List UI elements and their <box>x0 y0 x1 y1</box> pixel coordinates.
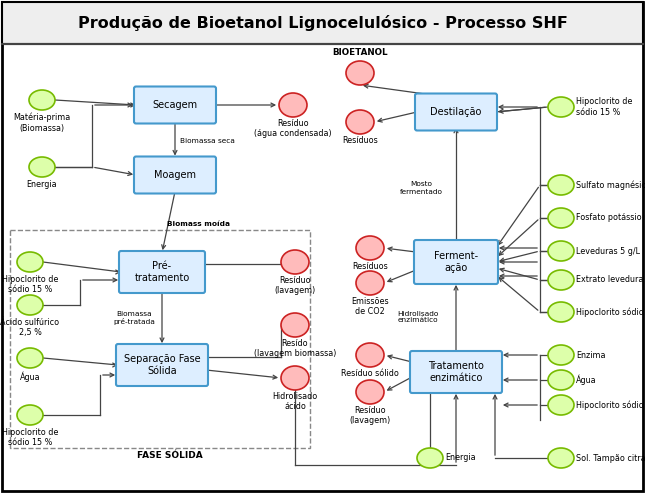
Ellipse shape <box>548 270 574 290</box>
Ellipse shape <box>548 97 574 117</box>
Text: Água: Água <box>576 375 597 385</box>
Text: BIOETANOL: BIOETANOL <box>332 48 388 57</box>
Text: Hipoclorito de
sódio 15 %: Hipoclorito de sódio 15 % <box>2 428 58 448</box>
Text: Resíduo
(lavagem): Resíduo (lavagem) <box>350 406 391 425</box>
FancyBboxPatch shape <box>116 344 208 386</box>
Ellipse shape <box>548 370 574 390</box>
Text: Energia: Energia <box>26 180 57 189</box>
FancyBboxPatch shape <box>410 351 502 393</box>
Text: Ferment-
ação: Ferment- ação <box>434 251 478 273</box>
Text: Produção de Bioetanol Lignocelulósico - Processo SHF: Produção de Bioetanol Lignocelulósico - … <box>77 15 568 31</box>
Text: Moagem: Moagem <box>154 170 196 180</box>
Text: Secagem: Secagem <box>152 100 197 110</box>
Text: Biomass moída: Biomass moída <box>167 221 230 227</box>
Text: Emissões
de CO2: Emissões de CO2 <box>351 297 389 317</box>
FancyBboxPatch shape <box>414 240 498 284</box>
Text: Matéria-prima
(Biomassa): Matéria-prima (Biomassa) <box>14 113 70 133</box>
Ellipse shape <box>548 302 574 322</box>
Ellipse shape <box>29 157 55 177</box>
Ellipse shape <box>346 110 374 134</box>
Text: Hipoclorito de
sódio 15 %: Hipoclorito de sódio 15 % <box>576 97 632 117</box>
Ellipse shape <box>17 295 43 315</box>
Ellipse shape <box>548 345 574 365</box>
Text: Resído
(lavagem biomassa): Resído (lavagem biomassa) <box>254 339 336 358</box>
Text: Fosfato potássio monobas. 2 g/L: Fosfato potássio monobas. 2 g/L <box>576 213 645 222</box>
Text: Enzima: Enzima <box>576 351 606 359</box>
Text: Sol. Tampão citrato sódio: Sol. Tampão citrato sódio <box>576 453 645 463</box>
Text: Biomassa seca: Biomassa seca <box>180 138 235 144</box>
FancyBboxPatch shape <box>134 86 216 124</box>
Ellipse shape <box>356 271 384 295</box>
Text: Mosto
fermentado: Mosto fermentado <box>399 181 442 195</box>
Ellipse shape <box>548 395 574 415</box>
Text: Sulfato magnésio 1 g/L: Sulfato magnésio 1 g/L <box>576 180 645 190</box>
Ellipse shape <box>281 366 309 390</box>
Text: Resíduo
(água condensada): Resíduo (água condensada) <box>254 119 332 139</box>
Ellipse shape <box>548 448 574 468</box>
FancyBboxPatch shape <box>415 94 497 131</box>
Ellipse shape <box>281 313 309 337</box>
Text: Água: Água <box>20 371 40 382</box>
Ellipse shape <box>356 343 384 367</box>
Ellipse shape <box>548 208 574 228</box>
FancyBboxPatch shape <box>134 156 216 193</box>
Ellipse shape <box>346 61 374 85</box>
Text: Hipoclorito de
sódio 15 %: Hipoclorito de sódio 15 % <box>2 275 58 294</box>
Ellipse shape <box>17 252 43 272</box>
Text: Tratamento
enzimático: Tratamento enzimático <box>428 361 484 383</box>
Text: Resíduos: Resíduos <box>352 262 388 271</box>
Text: Pré-
tratamento: Pré- tratamento <box>134 261 190 283</box>
Text: Resíduos: Resíduos <box>342 136 378 145</box>
Text: Energia: Energia <box>445 454 475 462</box>
Text: Ácido sulfúrico
2,5 %: Ácido sulfúrico 2,5 % <box>1 318 59 337</box>
FancyBboxPatch shape <box>2 2 643 44</box>
Ellipse shape <box>281 250 309 274</box>
Ellipse shape <box>548 175 574 195</box>
Ellipse shape <box>417 448 443 468</box>
Ellipse shape <box>548 241 574 261</box>
Text: Hipoclorito sódio 15 %: Hipoclorito sódio 15 % <box>576 400 645 410</box>
Text: Hidrolisado
ácido: Hidrolisado ácido <box>272 392 317 411</box>
FancyBboxPatch shape <box>119 251 205 293</box>
Ellipse shape <box>279 93 307 117</box>
Text: Extrato levedura 5 g/L: Extrato levedura 5 g/L <box>576 276 645 284</box>
Text: Biomassa
pré-tratada: Biomassa pré-tratada <box>113 311 155 325</box>
Ellipse shape <box>356 380 384 404</box>
Text: Hipoclorito sódio 15 %: Hipoclorito sódio 15 % <box>576 307 645 317</box>
Ellipse shape <box>17 348 43 368</box>
Text: Resíduo
(lavagem): Resíduo (lavagem) <box>274 276 315 295</box>
Ellipse shape <box>356 236 384 260</box>
Ellipse shape <box>29 90 55 110</box>
Ellipse shape <box>17 405 43 425</box>
Text: Separação Fase
Sólida: Separação Fase Sólida <box>124 354 201 376</box>
Text: Resíduo sólido: Resíduo sólido <box>341 369 399 378</box>
Text: FASE SÓLIDA: FASE SÓLIDA <box>137 451 203 459</box>
Text: Leveduras 5 g/L: Leveduras 5 g/L <box>576 246 640 255</box>
Text: Hidrolisado
enzimático: Hidrolisado enzimático <box>397 311 439 323</box>
Text: Destilação: Destilação <box>430 107 482 117</box>
